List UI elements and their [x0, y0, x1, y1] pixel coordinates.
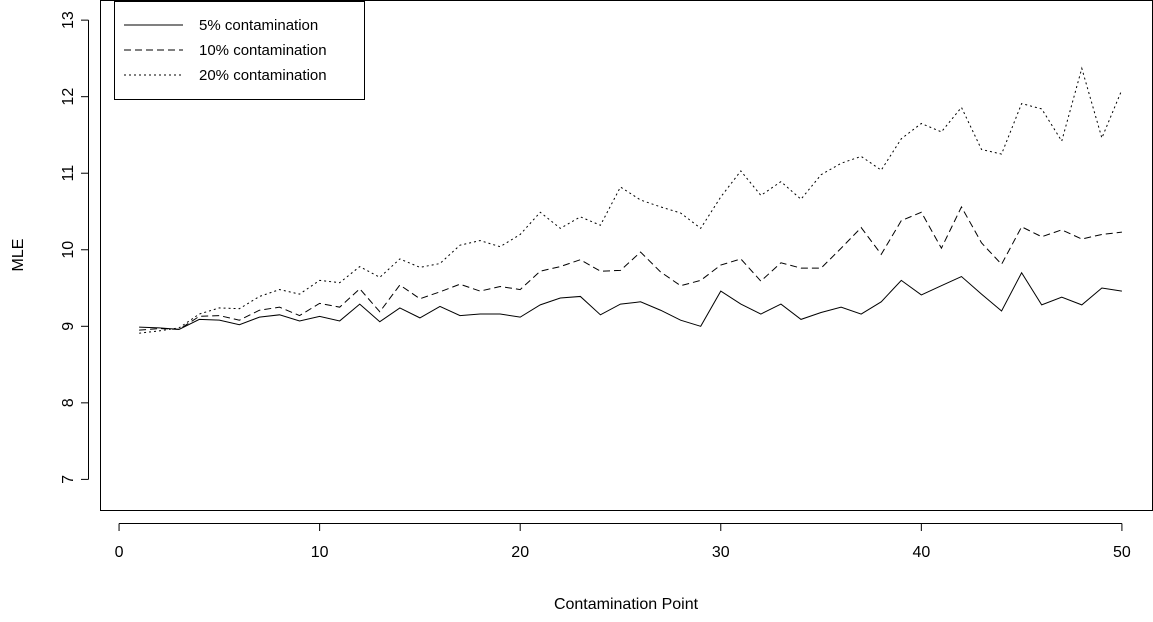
y-tick-label: 11	[60, 165, 77, 182]
legend-box	[114, 1, 365, 100]
legend-label-1: 5% contamination	[199, 17, 318, 34]
legend: 5% contamination 10% contamination 20% con…	[114, 1, 365, 100]
series-line-3	[139, 66, 1123, 334]
x-tick-label: 10	[311, 544, 329, 561]
y-axis-label: MLE	[10, 239, 27, 272]
series-line-1	[139, 271, 1122, 330]
legend-label-2: 10% contamination	[199, 42, 327, 59]
x-tick-label: 20	[511, 544, 529, 561]
y-tick-label: 8	[60, 398, 77, 407]
x-axis: 0 10 20 30 40 50	[115, 523, 1131, 561]
series-lines	[139, 66, 1123, 334]
x-tick-label: 30	[712, 544, 730, 561]
y-tick-label: 13	[60, 11, 77, 29]
series-line-2	[139, 205, 1122, 331]
x-tick-label: 0	[115, 544, 124, 561]
y-axis: 7 8 9 10 11 12 13	[60, 11, 89, 484]
y-tick-label: 9	[60, 322, 77, 331]
x-tick-label: 50	[1113, 544, 1131, 561]
x-tick-label: 40	[912, 544, 930, 561]
y-tick-label: 12	[60, 88, 77, 106]
x-axis-label: Contamination Point	[554, 596, 699, 613]
legend-label-3: 20% contamination	[199, 67, 327, 84]
y-tick-label: 10	[60, 241, 77, 259]
y-tick-label: 7	[60, 475, 77, 484]
